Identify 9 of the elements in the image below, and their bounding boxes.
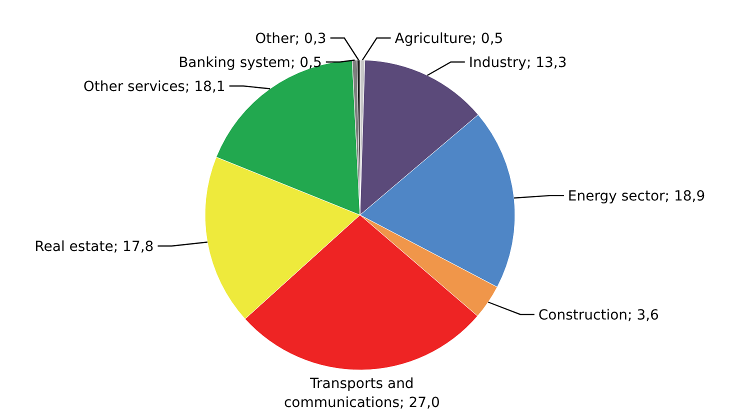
slice-label: Construction; 3,6 — [538, 307, 660, 324]
slice-label: Real estate; 17,8 — [34, 238, 154, 255]
slice-label: Other services; 18,1 — [83, 79, 226, 96]
slice-label: Transports and communications; 27,0 — [284, 376, 440, 411]
slice-label: Agriculture; 0,5 — [394, 31, 504, 48]
slice-label: Other; 0,3 — [255, 31, 326, 48]
slice-label: Banking system; 0,5 — [178, 55, 322, 72]
slice-label: Energy sector; 18,9 — [568, 188, 706, 205]
slice-label: Industry; 13,3 — [468, 55, 567, 72]
